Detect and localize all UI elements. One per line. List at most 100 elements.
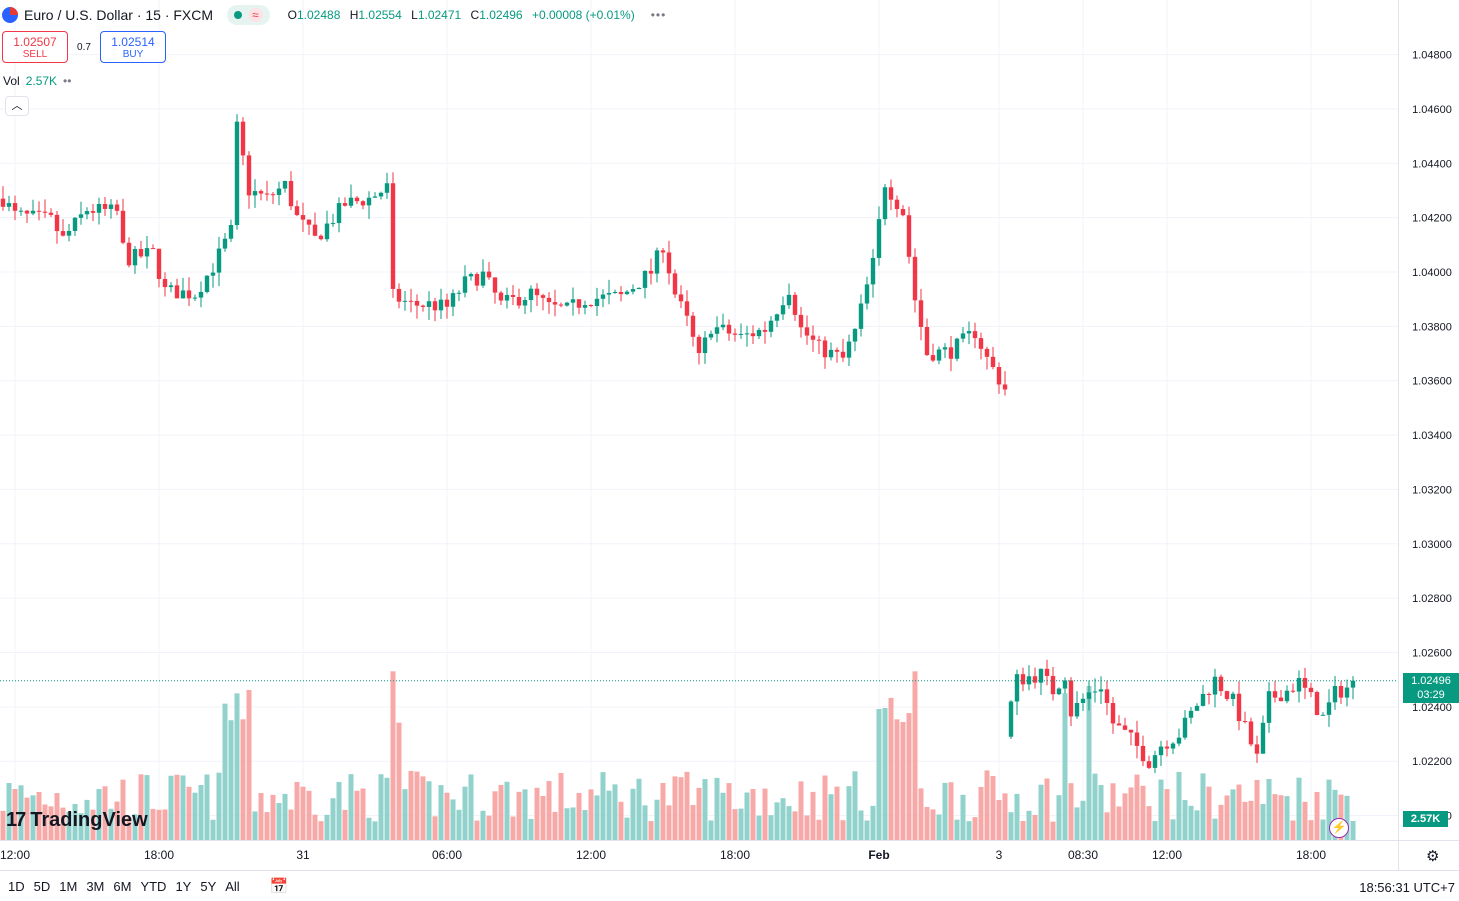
- market-status-pill[interactable]: ≈: [227, 5, 270, 25]
- volume-bar-up: [960, 794, 966, 840]
- candle-up: [324, 223, 330, 240]
- candle-up: [1200, 693, 1206, 706]
- candle-up: [384, 183, 390, 193]
- candle-up: [402, 300, 408, 302]
- candle-down: [186, 290, 192, 299]
- volume-bar-up: [594, 795, 600, 840]
- range-all[interactable]: All: [225, 878, 240, 894]
- volume-bar-down: [900, 722, 906, 840]
- go-to-date-calendar-icon[interactable]: 📅: [269, 878, 289, 895]
- volume-bar-down: [984, 770, 990, 840]
- volume-bar-up: [1026, 810, 1032, 840]
- candle-down: [906, 215, 912, 257]
- sell-button[interactable]: 1.02507 SELL: [2, 31, 68, 63]
- range-5y[interactable]: 5Y: [200, 878, 217, 894]
- volume-bar-down: [432, 816, 438, 840]
- volume-bar-up: [1074, 807, 1080, 840]
- volume-bar-up: [1176, 771, 1182, 840]
- volume-more-icon[interactable]: ••: [63, 74, 72, 88]
- volume-bar-down: [114, 801, 120, 840]
- volume-bar-down: [270, 794, 276, 840]
- y-tick-label: 1.04600: [1412, 104, 1452, 116]
- candle-up: [846, 341, 852, 358]
- candle-up: [330, 223, 336, 225]
- range-3m[interactable]: 3M: [86, 878, 105, 894]
- candle-down: [762, 329, 768, 332]
- range-ytd[interactable]: YTD: [140, 878, 167, 894]
- volume-bar-down: [912, 671, 918, 840]
- candle-up: [702, 337, 708, 354]
- collapse-legend-icon[interactable]: ︿: [5, 96, 29, 116]
- last-price-value: 1.02496: [1411, 674, 1451, 687]
- candle-up: [366, 197, 372, 206]
- candle-down: [1002, 384, 1008, 390]
- candle-down: [690, 315, 696, 337]
- range-5d[interactable]: 5D: [33, 878, 51, 894]
- candle-up: [1176, 737, 1182, 744]
- last-volume-label: 2.57K: [1403, 810, 1448, 827]
- volume-bar-up: [522, 789, 528, 840]
- sell-price: 1.02507: [13, 35, 57, 49]
- candle-down: [432, 301, 438, 311]
- volume-bar-up: [1014, 793, 1020, 840]
- settings-gear-icon[interactable]: ⚙: [1426, 848, 1440, 865]
- clock-timezone[interactable]: 18:56:31 UTC+7: [1359, 880, 1455, 895]
- volume-bar-down: [120, 779, 126, 840]
- candle-up: [336, 203, 342, 224]
- y-tick-label: 1.02800: [1412, 593, 1452, 605]
- volume-bar-up: [132, 814, 138, 840]
- chart-canvas[interactable]: 1.04800 1.04600 1.04400 1.04200 1.04000 1.038…: [0, 0, 1459, 870]
- range-1m[interactable]: 1M: [59, 878, 78, 894]
- candle-up: [1266, 691, 1272, 723]
- candle-down: [1122, 725, 1128, 730]
- candle-down: [1050, 676, 1056, 695]
- volume-bar-up: [330, 798, 336, 840]
- candle-up: [276, 188, 282, 195]
- candle-up: [6, 203, 12, 207]
- volume-bar-down: [894, 719, 900, 840]
- symbol-title[interactable]: Euro / U.S. Dollar · 15 · FXCM: [24, 7, 214, 23]
- range-1d[interactable]: 1D: [8, 878, 25, 894]
- candle-up: [468, 274, 474, 277]
- buy-button[interactable]: 1.02514 BUY: [100, 31, 166, 63]
- lightning-icon[interactable]: ⚡: [1329, 818, 1349, 838]
- candle-down: [48, 212, 54, 215]
- candle-down: [474, 274, 480, 286]
- candle-up: [1284, 690, 1290, 702]
- candle-down: [24, 210, 30, 214]
- volume-bar-down: [0, 810, 6, 840]
- volume-bar-down: [186, 786, 192, 840]
- candle-up: [1350, 680, 1356, 688]
- volume-bar-up: [528, 818, 534, 840]
- range-1y[interactable]: 1Y: [175, 878, 192, 894]
- candle-down: [342, 203, 348, 206]
- y-tick-label: 1.02600: [1412, 647, 1452, 659]
- candle-down: [36, 210, 42, 212]
- candle-up: [744, 333, 750, 335]
- candle-up: [738, 333, 744, 335]
- candle-up: [828, 349, 834, 358]
- volume-bar-down: [48, 806, 54, 840]
- volume-label[interactable]: Vol: [3, 74, 20, 88]
- volume-bar-down: [546, 781, 552, 840]
- volume-bar-up: [480, 810, 486, 840]
- candle-down: [294, 206, 300, 216]
- tradingview-logo[interactable]: 17 TradingView: [6, 809, 148, 832]
- range-6m[interactable]: 6M: [113, 878, 132, 894]
- volume-bar-down: [1128, 787, 1134, 840]
- y-tick-label: 1.03800: [1412, 321, 1452, 333]
- volume-bar-up: [72, 804, 78, 840]
- y-tick-label: 1.04400: [1412, 158, 1452, 170]
- candle-up: [378, 192, 384, 197]
- volume-bar-down: [618, 801, 624, 840]
- volume-bar-up: [1332, 789, 1338, 840]
- volume-bar-down: [360, 788, 366, 840]
- more-options-icon[interactable]: •••: [650, 8, 667, 22]
- candle-up: [282, 180, 288, 189]
- candle-up: [528, 288, 534, 300]
- volume-bar-down: [840, 820, 846, 840]
- x-tick-label: 3: [996, 848, 1003, 862]
- volume-bar-down: [996, 800, 1002, 840]
- candle-down: [948, 347, 954, 359]
- candle-up: [456, 292, 462, 294]
